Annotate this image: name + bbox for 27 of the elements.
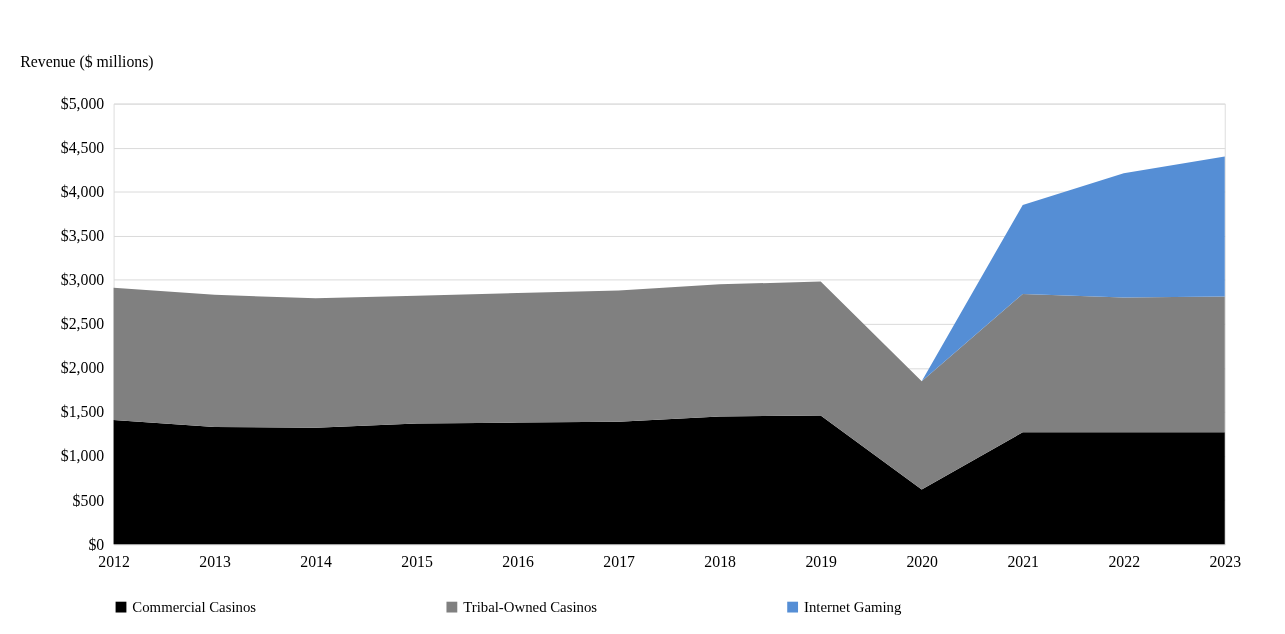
x-tick-label: 2021	[1007, 553, 1040, 571]
y-tick-label: $500	[72, 491, 105, 509]
y-tick-label: $3,000	[60, 271, 105, 289]
legend-label: Commercial Casinos	[132, 599, 257, 616]
y-tick-label: $0	[88, 535, 105, 553]
x-tick-label: 2019	[805, 553, 838, 571]
y-tick-label: $3,500	[60, 227, 105, 245]
y-tick-label: $4,000	[60, 183, 105, 201]
x-tick-label: 2020	[906, 553, 939, 571]
y-tick-label: $2,000	[60, 359, 105, 377]
x-tick-label: 2022	[1108, 553, 1141, 571]
x-tick-label: 2017	[603, 553, 636, 571]
x-tick-label: 2023	[1209, 553, 1242, 571]
legend-label: Internet Gaming	[803, 599, 902, 616]
legend-label: Tribal-Owned Casinos	[463, 599, 598, 616]
x-tick-label: 2018	[704, 553, 737, 571]
y-tick-label: $4,500	[60, 139, 105, 157]
x-tick-label: 2012	[98, 553, 130, 571]
y-tick-label: $1,000	[60, 447, 105, 465]
y-tick-label: $2,500	[60, 315, 105, 333]
y-tick-label: $1,500	[60, 403, 105, 421]
y-axis-title: Revenue ($ millions)	[20, 52, 154, 71]
x-tick-label: 2016	[502, 553, 535, 571]
y-tick-label: $5,000	[60, 95, 105, 113]
x-tick-label: 2014	[300, 553, 333, 571]
x-tick-label: 2015	[401, 553, 434, 571]
x-tick-label: 2013	[199, 553, 231, 571]
